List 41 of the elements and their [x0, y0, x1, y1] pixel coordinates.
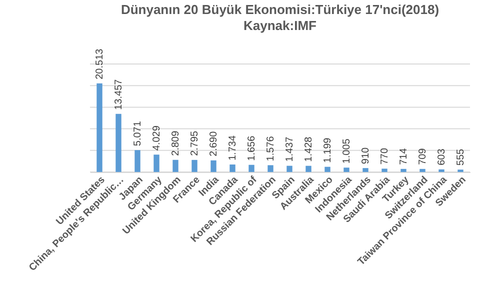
bar: [248, 164, 254, 172]
data-label: 603: [436, 148, 448, 166]
bar: [172, 160, 178, 172]
chart-title: Dünyanın 20 Büyük Ekonomisi:Türkiye 17'nci(2018): [120, 2, 440, 17]
bar: [134, 150, 140, 172]
data-label: 20.513: [94, 48, 106, 80]
bar: [382, 168, 388, 172]
bar: [306, 166, 312, 172]
data-label: 770: [380, 148, 390, 165]
data-label: 4.029: [152, 125, 162, 151]
bar: [230, 164, 236, 172]
bar: [362, 168, 368, 172]
data-label: 13.457: [114, 78, 124, 110]
bar: [192, 160, 198, 172]
data-label: 2.690: [208, 130, 220, 156]
data-label: 1.199: [322, 137, 334, 163]
bar: [344, 168, 350, 172]
bar: [96, 83, 102, 172]
data-label: 555: [456, 148, 466, 166]
chart-subtitle: Kaynak:IMF: [244, 18, 317, 33]
data-label: 709: [418, 148, 428, 165]
data-label: 2.809: [170, 130, 182, 156]
data-label: 1.437: [284, 136, 296, 162]
bar: [154, 154, 160, 172]
data-label: 1.428: [304, 136, 314, 162]
bar: [286, 166, 292, 172]
data-label: 1.576: [266, 136, 276, 162]
bar: [438, 169, 444, 172]
data-label: 714: [398, 148, 410, 165]
data-label: 910: [360, 146, 372, 164]
data-label: 2.795: [190, 130, 200, 156]
bar: [420, 168, 426, 172]
bar: [210, 160, 216, 172]
bar: [116, 114, 122, 172]
data-label: 1.005: [342, 138, 352, 164]
data-label: 5.071: [132, 120, 144, 146]
data-label: 1.734: [228, 135, 238, 161]
bar: [400, 168, 406, 172]
bar: [268, 165, 274, 172]
data-label: 1.656: [246, 135, 258, 161]
bar: [324, 166, 330, 172]
